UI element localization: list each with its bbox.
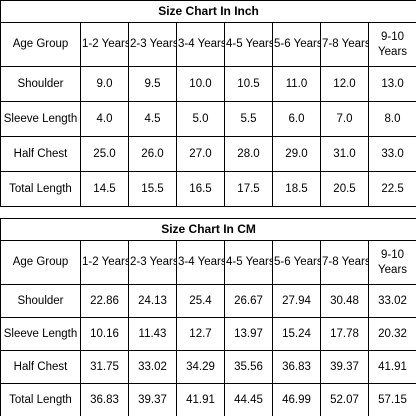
title-row: Size Chart In CM — [0, 218, 416, 241]
cell: 9.0 — [80, 66, 129, 102]
row-label: Total Length — [0, 383, 81, 416]
cell: 20.32 — [367, 317, 416, 351]
header-cell: Age Group — [0, 240, 81, 285]
cell: 10.0 — [176, 66, 225, 102]
cell: 41.91 — [176, 383, 225, 416]
header-cell: 7-8 Years — [320, 240, 369, 285]
cell: 12.7 — [176, 317, 225, 351]
cell: 27.94 — [272, 284, 321, 318]
cell: 28.0 — [224, 136, 273, 172]
cell: 29.0 — [272, 136, 321, 172]
size-table: Size Chart In Inch Age Group 1-2 Years 2-3 … — [0, 0, 416, 207]
data-row: Shoulder 22.86 24.13 25.4 26.67 27.94 30.48 33.… — [0, 284, 416, 318]
cell: 33.02 — [128, 350, 177, 384]
table-title: Size Chart In Inch — [0, 0, 416, 23]
row-label: Half Chest — [0, 350, 81, 384]
table-title: Size Chart In CM — [0, 218, 416, 241]
cell: 52.07 — [320, 383, 369, 416]
cell: 33.02 — [367, 284, 416, 318]
cell: 44.45 — [224, 383, 273, 416]
cell: 31.0 — [320, 136, 369, 172]
cell: 30.48 — [320, 284, 369, 318]
cell: 15.24 — [272, 317, 321, 351]
cell: 22.5 — [367, 171, 416, 207]
data-row: Half Chest 25.0 26.0 27.0 28.0 29.0 31.0 33.0 — [0, 136, 416, 172]
cell: 46.99 — [272, 383, 321, 416]
cell: 11.0 — [272, 66, 321, 102]
header-cell: 5-6 Years — [272, 240, 321, 285]
cell: 16.5 — [176, 171, 225, 207]
cell: 9.5 — [128, 66, 177, 102]
cell: 25.0 — [80, 136, 129, 172]
row-label: Shoulder — [0, 66, 81, 102]
cell: 26.0 — [128, 136, 177, 172]
cell: 39.37 — [128, 383, 177, 416]
row-label: Sleeve Length — [0, 317, 81, 351]
header-cell: 3-4 Years — [176, 22, 225, 67]
cell: 10.16 — [80, 317, 129, 351]
header-cell: 5-6 Years — [272, 22, 321, 67]
cell: 15.5 — [128, 171, 177, 207]
header-cell: 9-10 Years — [367, 22, 416, 67]
header-row: Age Group 1-2 Years 2-3 Years 3-4 Years 4-5 … — [0, 240, 416, 285]
header-row: Age Group 1-2 Years 2-3 Years 3-4 Years 4-5 … — [0, 22, 416, 67]
cell: 22.86 — [80, 284, 129, 318]
cell: 4.5 — [128, 101, 177, 137]
cell: 17.5 — [224, 171, 273, 207]
cell: 27.0 — [176, 136, 225, 172]
header-cell: 7-8 Years — [320, 22, 369, 67]
table-body: Size Chart In CM Age Group 1-2 Years 2-3 Ye… — [0, 218, 416, 416]
cell: 20.5 — [320, 171, 369, 207]
row-label: Total Length — [0, 171, 81, 207]
title-row: Size Chart In Inch — [0, 0, 416, 23]
cell: 10.5 — [224, 66, 273, 102]
table-body: Size Chart In Inch Age Group 1-2 Years 2-3 … — [0, 0, 416, 207]
cell: 4.0 — [80, 101, 129, 137]
cell: 36.83 — [80, 383, 129, 416]
cell: 34.29 — [176, 350, 225, 384]
header-cell: 1-2 Years — [80, 22, 129, 67]
cell: 14.5 — [80, 171, 129, 207]
data-row: Half Chest 31.75 33.02 34.29 35.56 36.83 39.37… — [0, 350, 416, 384]
cell: 35.56 — [224, 350, 273, 384]
cell: 33.0 — [367, 136, 416, 172]
cell: 57.15 — [367, 383, 416, 416]
cell: 18.5 — [272, 171, 321, 207]
header-cell: Age Group — [0, 22, 81, 67]
data-row: Total Length 14.5 15.5 16.5 17.5 18.5 20.5 22.5 — [0, 171, 416, 207]
cell: 13.0 — [367, 66, 416, 102]
data-row: Sleeve Length 10.16 11.43 12.7 13.97 15.24 17.… — [0, 317, 416, 351]
cell: 8.0 — [367, 101, 416, 137]
cell: 6.0 — [272, 101, 321, 137]
cell: 25.4 — [176, 284, 225, 318]
cell: 36.83 — [272, 350, 321, 384]
header-cell: 4-5 Years — [224, 22, 273, 67]
cell: 12.0 — [320, 66, 369, 102]
header-cell: 4-5 Years — [224, 240, 273, 285]
cell: 24.13 — [128, 284, 177, 318]
header-cell: 3-4 Years — [176, 240, 225, 285]
cell: 7.0 — [320, 101, 369, 137]
cell: 13.97 — [224, 317, 273, 351]
header-cell: 9-10 Years — [367, 240, 416, 285]
cell: 26.67 — [224, 284, 273, 318]
header-cell: 2-3 Years — [128, 240, 177, 285]
header-cell: 2-3 Years — [128, 22, 177, 67]
header-cell: 1-2 Years — [80, 240, 129, 285]
row-label: Half Chest — [0, 136, 81, 172]
row-label: Sleeve Length — [0, 101, 81, 137]
cell: 5.5 — [224, 101, 273, 137]
cell: 11.43 — [128, 317, 177, 351]
data-row: Total Length 36.83 39.37 41.91 44.45 46.99 52.… — [0, 383, 416, 416]
data-row: Sleeve Length 4.0 4.5 5.0 5.5 6.0 7.0 8.0 — [0, 101, 416, 137]
cell: 31.75 — [80, 350, 129, 384]
cell: 41.91 — [367, 350, 416, 384]
row-label: Shoulder — [0, 284, 81, 318]
cell: 17.78 — [320, 317, 369, 351]
cell: 5.0 — [176, 101, 225, 137]
cell: 39.37 — [320, 350, 369, 384]
size-table: Size Chart In CM Age Group 1-2 Years 2-3 Ye… — [0, 218, 416, 416]
data-row: Shoulder 9.0 9.5 10.0 10.5 11.0 12.0 13.0 — [0, 66, 416, 102]
